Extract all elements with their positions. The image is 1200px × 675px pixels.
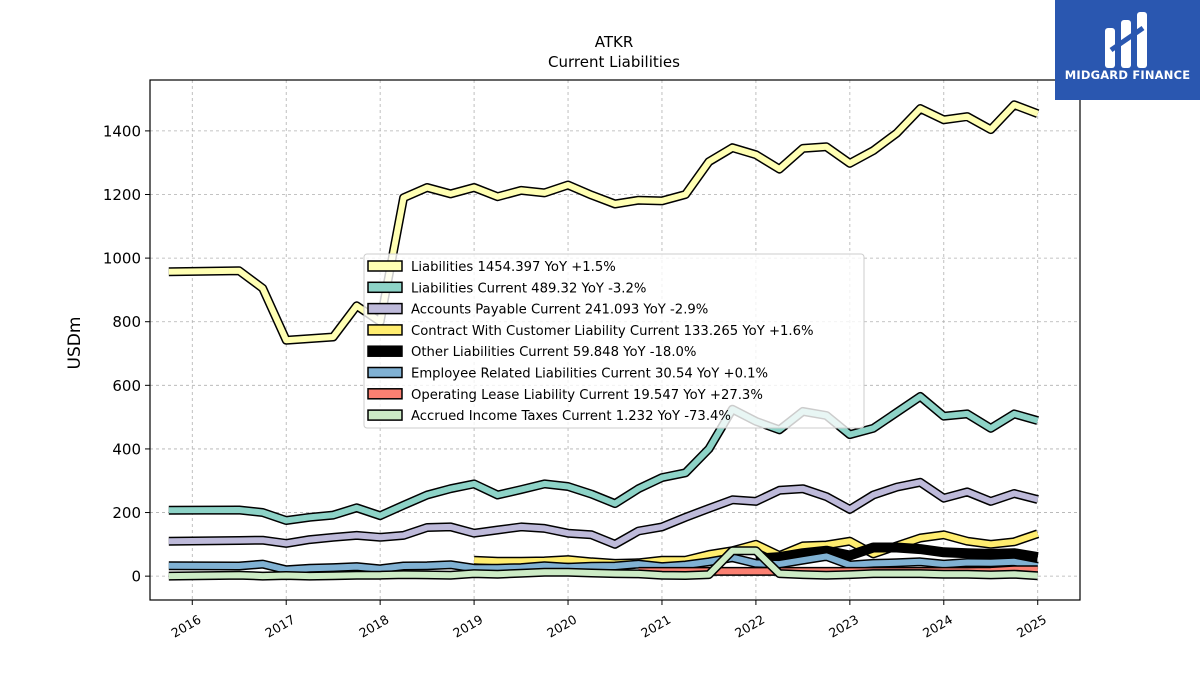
legend-swatch: [367, 409, 403, 421]
legend-entry: Employee Related Liabilities Current 30.…: [411, 367, 768, 382]
series-stroke: [168, 393, 1039, 524]
series-line-1: [168, 392, 1039, 525]
series-stroke: [168, 547, 1038, 580]
series-outline: [168, 477, 1039, 549]
series-line-5: [168, 551, 1039, 575]
legend-entry: Liabilities 1454.397 YoY +1.5%: [411, 260, 616, 275]
brand-name: MIDGARD FINANCE: [1064, 68, 1191, 82]
y-tick-label: 1200: [103, 186, 141, 204]
legend-entry: Operating Lease Liability Current 19.547…: [411, 388, 763, 403]
legend-swatch: [367, 388, 403, 400]
plot-frame: [149, 79, 1081, 601]
legend-swatch: [367, 281, 403, 294]
series-line-0: [168, 100, 1040, 345]
chart-title: ATKR: [595, 33, 634, 51]
series-lines: [168, 100, 1040, 581]
x-tick-label: 2025: [1014, 612, 1049, 641]
x-tick-label: 2016: [168, 612, 203, 641]
y-tick-label: 1400: [103, 122, 141, 140]
legend-entry: Other Liabilities Current 59.848 YoY -18…: [411, 345, 696, 360]
legend-entry: Contract With Customer Liability Current…: [411, 324, 814, 339]
x-tick-label: 2021: [638, 612, 673, 641]
legend-swatch: [367, 324, 403, 336]
y-tick-label: 400: [112, 440, 141, 458]
series-stroke: [755, 544, 1039, 563]
x-tick-label: 2018: [356, 612, 391, 641]
legend-swatch: [367, 345, 403, 357]
legend-swatch: [367, 366, 403, 379]
series-line-4: [755, 542, 1039, 564]
x-tick-label: 2022: [732, 612, 767, 641]
legend-box: [363, 253, 865, 429]
y-tick-label: 800: [112, 313, 141, 331]
chart-subtitle: Current Liabilities: [548, 53, 680, 71]
midgard-logo-icon: [1105, 12, 1147, 68]
x-tick-label: 2024: [920, 612, 955, 641]
legend: Liabilities 1454.397 YoY +1.5% Liabilitie…: [363, 253, 865, 429]
legend-swatch: [367, 260, 403, 272]
legend-entry: Accrued Income Taxes Current 1.232 YoY -…: [411, 409, 731, 424]
legend-swatch: [367, 302, 403, 315]
y-tick-label: 200: [112, 504, 141, 522]
legend-entry: Liabilities Current 489.32 YoY -3.2%: [411, 281, 646, 296]
series-line-7: [168, 546, 1039, 581]
series-stroke: [168, 553, 1039, 573]
x-tick-label: 2023: [826, 612, 861, 641]
y-tick-label: 0: [131, 568, 141, 586]
x-tick-label: 2019: [450, 612, 485, 641]
series-stroke: [473, 530, 1039, 567]
y-tick-label: 1000: [103, 250, 141, 268]
x-tick-label: 2017: [262, 612, 297, 641]
series-line-2: [168, 477, 1039, 549]
series-line-3: [473, 529, 1040, 568]
series-stroke: [168, 479, 1039, 548]
y-tick-label: 600: [112, 377, 141, 395]
legend-entry: Accounts Payable Current 241.093 YoY -2.…: [411, 303, 708, 318]
x-tick-label: 2020: [544, 612, 579, 641]
brand-logo: MIDGARD FINANCE: [1055, 0, 1200, 100]
series-stroke: [168, 101, 1039, 344]
y-axis-label: USDm: [65, 317, 85, 370]
